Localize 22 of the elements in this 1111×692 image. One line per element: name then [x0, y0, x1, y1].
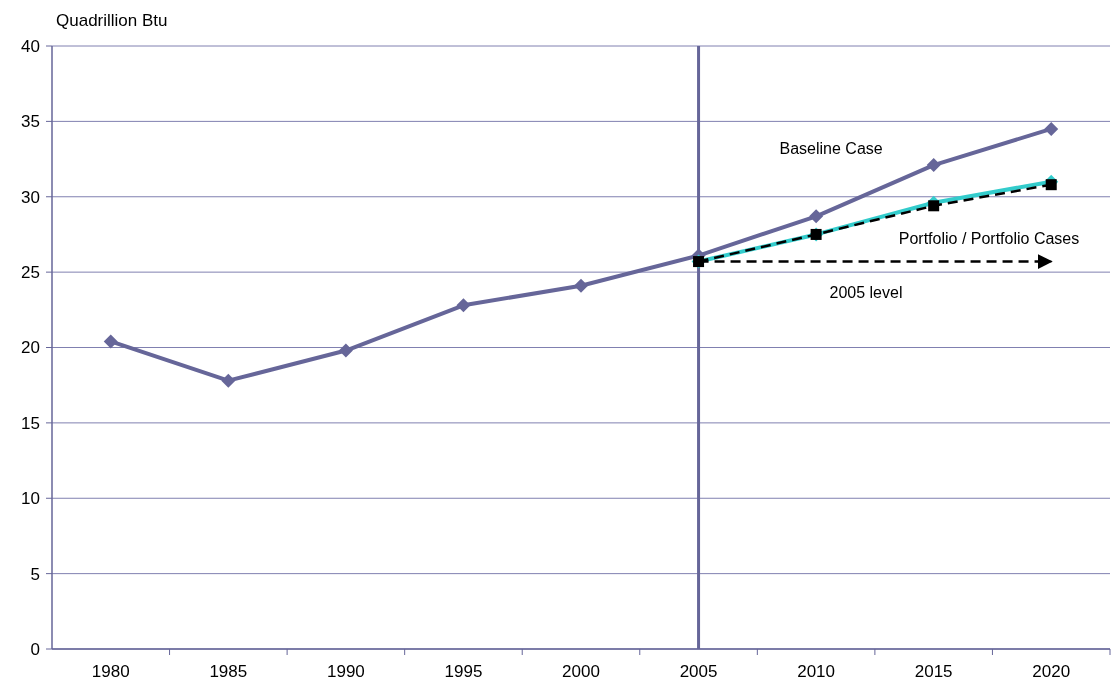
x-tick-label: 2020 [1032, 662, 1071, 681]
y-tick-label: 20 [21, 338, 40, 358]
series-label: Baseline Case [779, 140, 883, 158]
x-tick-label: 1990 [326, 662, 365, 681]
x-tick-label: 1995 [444, 662, 483, 681]
x-tick-label: 2000 [562, 662, 600, 681]
y-tick-label: 35 [21, 112, 40, 132]
annotation: Portfolio / Portfolio Cases [898, 229, 1080, 247]
x-tick-label: 2015 [914, 662, 953, 681]
y-tick-label: 30 [21, 187, 40, 207]
y-tick-label: 10 [21, 489, 40, 509]
y-tick-label: 25 [21, 263, 40, 283]
x-tick-label: 1980 [91, 662, 130, 681]
annotation: 2005 level [829, 283, 903, 301]
x-tick-label: 2010 [797, 662, 836, 681]
x-tick-label: 2005 [679, 662, 718, 681]
y-tick-label: 15 [21, 413, 40, 433]
y-tick-label: 0 [30, 639, 40, 659]
y-tick-label: 5 [30, 564, 40, 584]
x-tick-label: 1985 [209, 662, 248, 681]
y-tick-label: 40 [21, 36, 40, 56]
y-axis-title: Quadrillion Btu [56, 11, 168, 30]
